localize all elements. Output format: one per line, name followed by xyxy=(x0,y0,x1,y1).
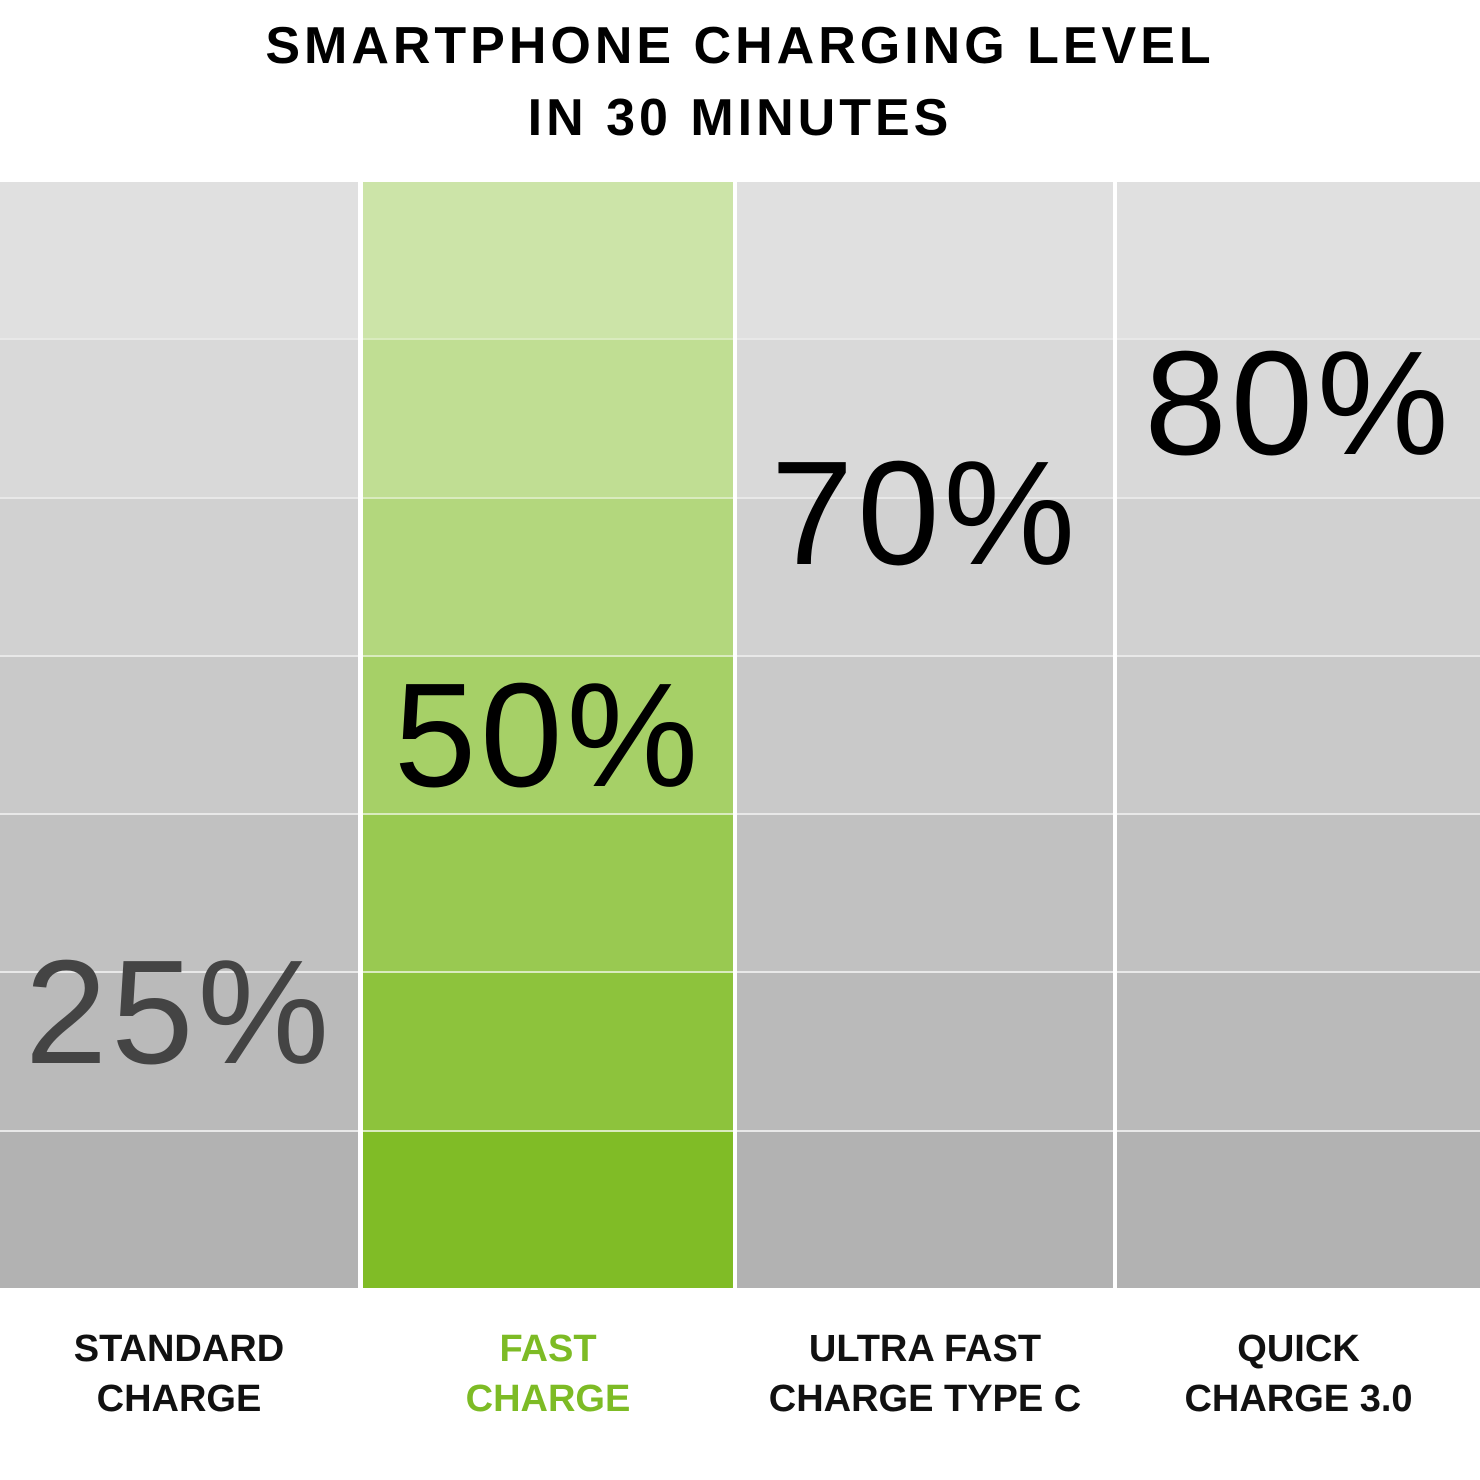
column-cell xyxy=(1117,182,1480,339)
chart-title: SMARTPHONE CHARGING LEVEL IN 30 MINUTES xyxy=(265,17,1215,147)
column-cell xyxy=(737,340,1113,497)
column-cell xyxy=(0,815,358,972)
cell-divider xyxy=(737,496,1113,499)
cell-divider xyxy=(0,813,358,816)
cell-divider xyxy=(0,1129,358,1132)
column-cell xyxy=(737,182,1113,339)
column-cell xyxy=(1117,340,1480,497)
column xyxy=(0,182,358,1290)
cell-divider xyxy=(1117,971,1480,974)
cell-divider xyxy=(737,338,1113,341)
column-cell xyxy=(363,182,733,339)
cell-divider xyxy=(1117,496,1480,499)
cell-divider xyxy=(363,496,733,499)
column-cell xyxy=(0,498,358,655)
column-cell xyxy=(363,498,733,655)
cell-divider xyxy=(363,971,733,974)
column-cell xyxy=(1117,656,1480,814)
value-label: 70% xyxy=(770,431,1080,597)
column-cell xyxy=(737,815,1113,972)
x-tick-label: QUICK CHARGE 3.0 xyxy=(1184,1328,1413,1420)
x-tick-label: STANDARD CHARGE xyxy=(73,1328,285,1420)
column xyxy=(1117,182,1480,1290)
column-cell xyxy=(0,1131,358,1288)
cell-divider xyxy=(1117,654,1480,657)
column-cell xyxy=(737,1131,1113,1288)
column-cell xyxy=(1117,498,1480,655)
value-label: 25% xyxy=(24,930,334,1095)
cell-divider xyxy=(363,813,733,816)
value-label: 80% xyxy=(1144,320,1453,486)
cell-divider xyxy=(737,971,1113,974)
cell-divider xyxy=(363,654,733,657)
value-label: 50% xyxy=(393,653,703,818)
column-cell xyxy=(363,973,733,1130)
column-cell xyxy=(0,973,358,1130)
column xyxy=(737,182,1113,1290)
cell-divider xyxy=(1117,1129,1480,1132)
cell-divider xyxy=(363,1129,733,1132)
cell-divider xyxy=(737,1129,1113,1132)
x-tick-label: FAST CHARGE xyxy=(465,1328,631,1420)
cell-divider xyxy=(0,971,358,974)
column-cell xyxy=(737,656,1113,814)
column-cell xyxy=(737,973,1113,1130)
column-cell xyxy=(0,182,358,339)
x-tick-label: ULTRA FAST CHARGE TYPE C xyxy=(768,1328,1082,1420)
cell-divider xyxy=(0,654,358,657)
cell-divider xyxy=(0,496,358,499)
column-cell xyxy=(363,656,733,814)
cell-divider xyxy=(0,338,358,341)
column-cell xyxy=(363,815,733,972)
column-cell xyxy=(363,340,733,497)
column-cell xyxy=(1117,815,1480,972)
cell-divider xyxy=(1117,813,1480,816)
cell-divider xyxy=(737,654,1113,657)
column-cell xyxy=(1117,1131,1480,1288)
column-cell xyxy=(1117,973,1480,1130)
cell-divider xyxy=(737,813,1113,816)
column-cell xyxy=(0,340,358,497)
cell-divider xyxy=(1117,338,1480,341)
column-cell xyxy=(737,498,1113,655)
column-cell xyxy=(363,1131,733,1288)
column xyxy=(363,182,733,1290)
cell-divider xyxy=(363,338,733,341)
column-cell xyxy=(0,656,358,814)
